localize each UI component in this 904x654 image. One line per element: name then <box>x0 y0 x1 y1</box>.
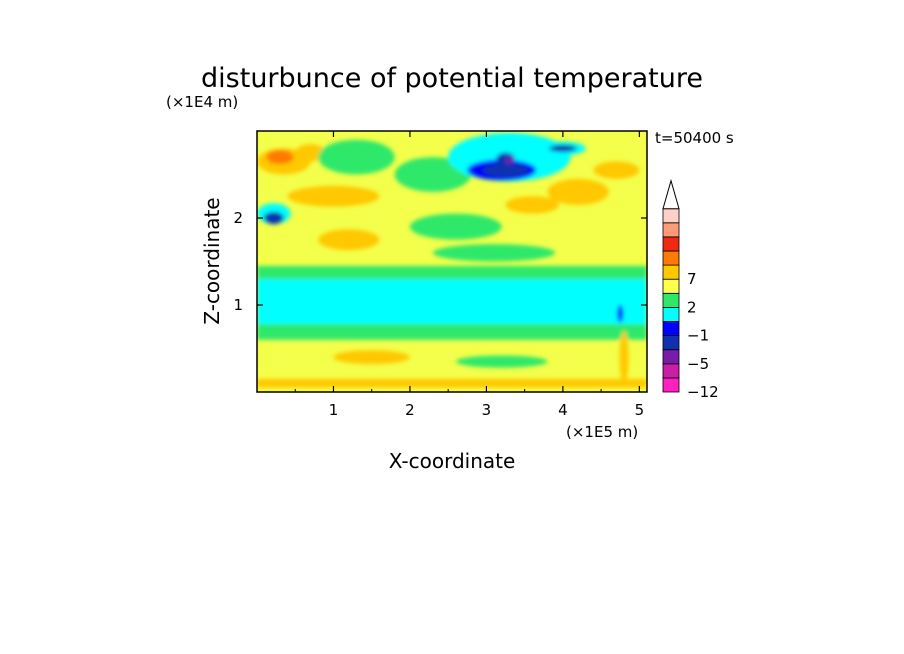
colorbar-swatch <box>662 264 680 280</box>
colorbar-swatch <box>662 306 680 322</box>
x-tick-label: 3 <box>482 401 492 419</box>
colorbar-swatch <box>662 292 680 308</box>
contour-blob <box>394 157 472 192</box>
colorbar-extend-arrow <box>662 178 680 210</box>
contour-band <box>257 265 647 279</box>
colorbar-tick-label: −1 <box>687 327 709 345</box>
colorbar-swatch <box>662 278 680 294</box>
colorbar-swatch <box>662 321 680 337</box>
contour-blob <box>549 144 577 152</box>
colorbar: 7 2 −1 −5 −12 <box>662 178 719 401</box>
contour-blob <box>295 144 326 162</box>
colorbar-swatch <box>662 222 680 238</box>
y-tick-label: 2 <box>233 209 243 227</box>
contour-band <box>257 324 647 340</box>
x-axis-label: X-coordinate <box>389 449 516 473</box>
y-tick-label: 1 <box>233 296 243 314</box>
colorbar-swatch <box>662 236 680 252</box>
colorbar-tick-label: −5 <box>687 355 709 373</box>
colorbar-swatch <box>662 363 680 379</box>
colorbar-swatch <box>662 377 680 393</box>
x-tick-label: 2 <box>405 401 415 419</box>
y-axis-label: Z-coordinate <box>200 197 224 324</box>
contour-blob <box>617 305 624 323</box>
time-label: t=50400 s <box>655 129 734 147</box>
contour-blob <box>318 139 395 175</box>
contour-blob <box>318 229 380 251</box>
y-unit-label: (×1E4 m) <box>166 93 238 111</box>
contour-blob <box>547 178 609 205</box>
contour-blob <box>505 157 514 164</box>
contour-blob <box>455 355 548 368</box>
contour-blob <box>263 211 284 225</box>
colorbar-tick-label: 2 <box>687 298 697 316</box>
contour-blob <box>287 185 380 207</box>
contour-blob <box>333 350 410 365</box>
contour-blob <box>432 244 556 262</box>
contour-blob <box>619 331 629 384</box>
colorbar-swatch <box>662 208 680 224</box>
contour-band <box>257 278 647 327</box>
contour-band <box>257 378 647 388</box>
colorbar-swatch <box>662 250 680 266</box>
colorbar-tick-label: 7 <box>687 270 697 288</box>
x-tick-label: 4 <box>558 401 568 419</box>
colorbar-swatch <box>662 335 680 351</box>
colorbar-tick-label: −12 <box>687 383 719 401</box>
contour-blob <box>593 161 640 179</box>
colorbar-swatch <box>662 349 680 365</box>
contour-blob <box>505 196 560 214</box>
contour-blob <box>482 163 529 178</box>
plot-area <box>257 131 647 392</box>
contour-blob <box>409 213 502 240</box>
chart-title: disturbunce of potential temperature <box>201 63 703 94</box>
contour-blob <box>266 150 294 165</box>
x-tick-label: 5 <box>635 401 645 419</box>
x-unit-label: (×1E5 m) <box>566 423 638 441</box>
plot-frame <box>256 130 648 393</box>
x-tick-label: 1 <box>329 401 339 419</box>
